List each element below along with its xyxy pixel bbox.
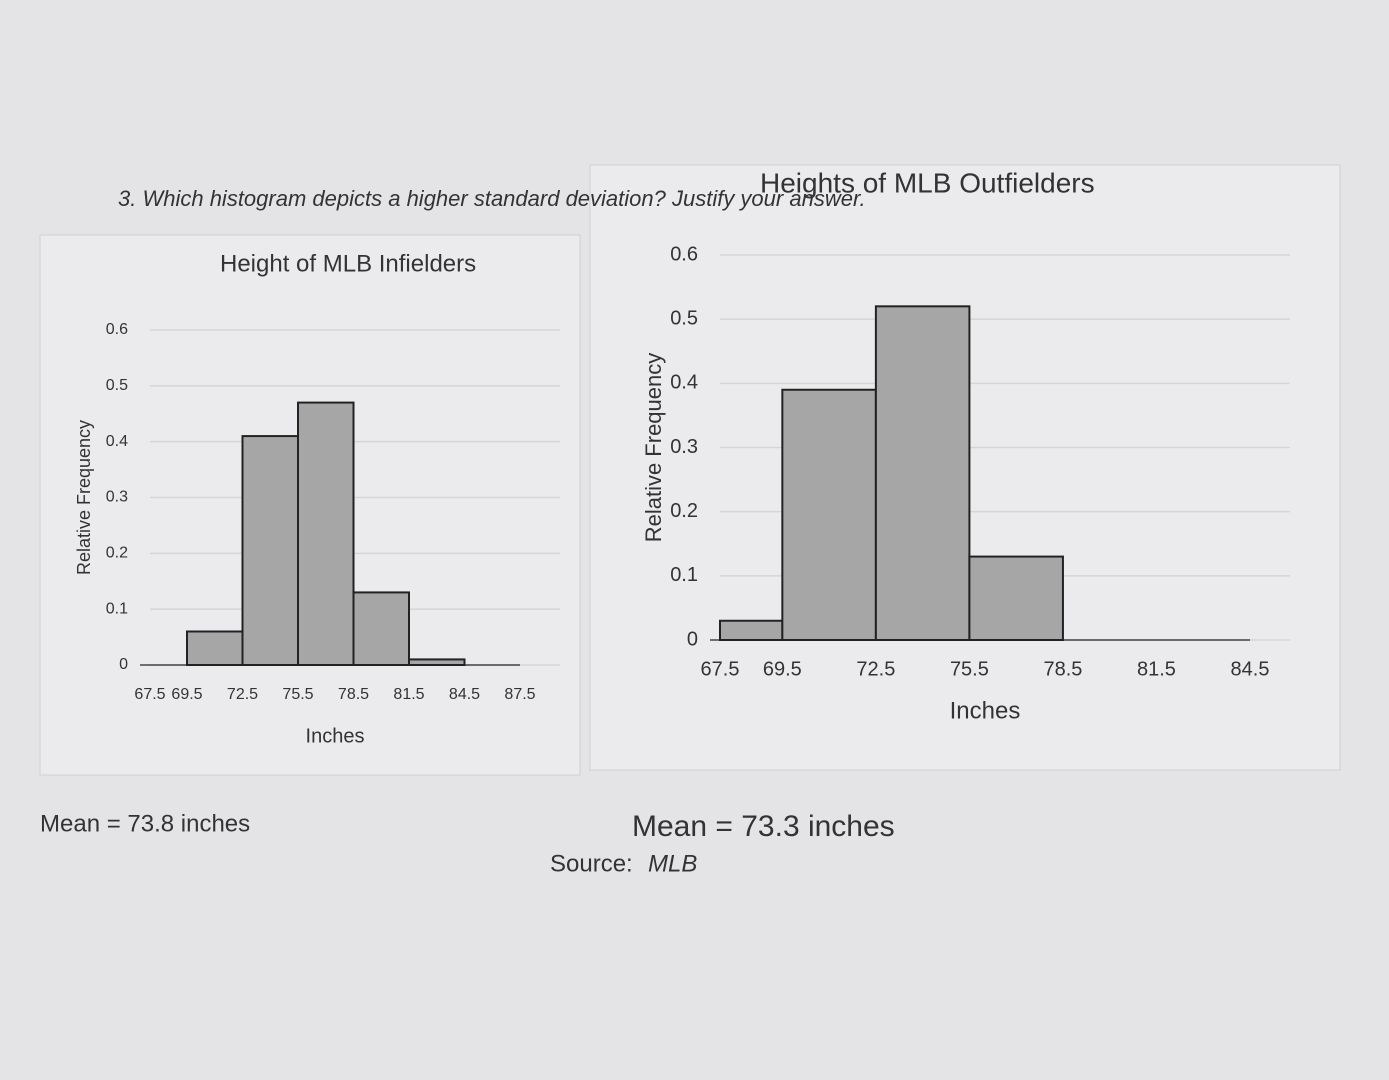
y-tick-label: 0.5 — [106, 377, 128, 394]
x-tick-label: 72.5 — [227, 686, 258, 703]
x-tick-label: 81.5 — [1137, 658, 1176, 680]
x-tick-label: 84.5 — [1231, 658, 1270, 680]
bar — [297, 401, 355, 666]
x-tick-label: 87.5 — [504, 686, 535, 703]
bar — [781, 388, 877, 641]
y-tick-label: 0 — [687, 628, 698, 650]
y-tick-label: 0.6 — [670, 243, 698, 265]
question: 3. Which histogram depicts a higher stan… — [118, 186, 866, 211]
y-tick-label: 0.5 — [670, 307, 698, 329]
bar — [719, 619, 784, 641]
bar — [968, 555, 1064, 641]
x-tick-label: 67.5 — [701, 658, 740, 680]
source-name: MLB — [648, 850, 697, 877]
bar — [874, 305, 971, 641]
x-tick-label: 69.5 — [763, 658, 802, 680]
x-tick-label: 75.5 — [950, 658, 989, 680]
bar — [241, 435, 299, 667]
x-tick-label: 84.5 — [449, 686, 480, 703]
y-tick-label: 0.3 — [106, 489, 128, 506]
y-tick-label: 0.1 — [106, 600, 128, 617]
y-axis-label: Relative Frequency — [74, 420, 94, 575]
bar — [408, 658, 466, 667]
x-tick-label: 67.5 — [134, 686, 165, 703]
x-axis-label: Inches — [950, 697, 1021, 724]
x-tick-label: 72.5 — [856, 658, 895, 680]
y-axis-label: Relative Frequency — [641, 353, 666, 543]
x-tick-label: 81.5 — [393, 686, 424, 703]
y-tick-label: 0.4 — [670, 372, 698, 394]
source-label: Source: — [550, 850, 633, 877]
x-tick-label: 78.5 — [338, 686, 369, 703]
x-axis-label: Inches — [306, 725, 365, 747]
y-tick-label: 0.2 — [670, 500, 698, 522]
y-tick-label: 0 — [119, 656, 128, 673]
bar — [186, 630, 244, 666]
x-tick-label: 75.5 — [282, 686, 313, 703]
y-tick-label: 0.4 — [106, 433, 128, 450]
y-tick-label: 0.3 — [670, 436, 698, 458]
mean-note: Mean = 73.3 inches — [632, 810, 895, 843]
chart-title: Height of MLB Infielders — [220, 250, 476, 277]
bar — [352, 591, 410, 667]
y-tick-label: 0.6 — [106, 321, 128, 338]
x-tick-label: 69.5 — [171, 686, 202, 703]
mean-note: Mean = 73.8 inches — [40, 810, 250, 837]
x-tick-label: 78.5 — [1043, 658, 1082, 680]
chart-title: Heights of MLB Outfielders — [760, 167, 1095, 198]
y-tick-label: 0.2 — [106, 545, 128, 562]
y-tick-label: 0.1 — [670, 564, 698, 586]
